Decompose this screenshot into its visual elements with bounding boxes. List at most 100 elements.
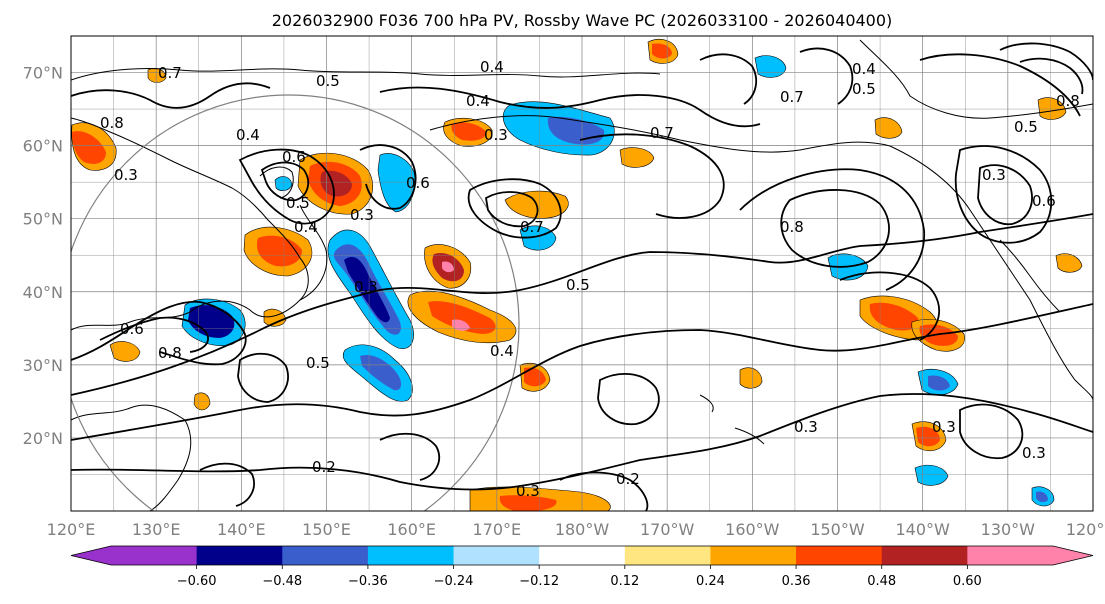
- pv-contour: [959, 403, 1024, 460]
- contour-label: 0.3: [354, 278, 378, 296]
- map-frame: [70, 35, 1094, 512]
- pv-negative-area: [519, 225, 557, 251]
- colorbar-segment: [710, 546, 797, 565]
- contour-label: 0.3: [932, 418, 956, 436]
- longitude-label: 120°W: [1066, 520, 1105, 539]
- pv-negative-area: [754, 55, 787, 78]
- pv-positive-core: [919, 324, 958, 346]
- pv-negative-area: [914, 464, 949, 486]
- pv-contour: [485, 191, 539, 228]
- pv-positive-core: [428, 301, 496, 334]
- pv-positive-area: [1037, 97, 1067, 120]
- coastlines: [71, 39, 1093, 511]
- contour-label: 0.8: [158, 344, 182, 362]
- pv-positive-core: [451, 122, 486, 141]
- pv-positive-area: [619, 147, 655, 168]
- contour-label: 0.6: [1032, 192, 1056, 210]
- coastline: [734, 427, 765, 445]
- pv-negative-core: [360, 354, 402, 391]
- pv-contour: [799, 47, 854, 105]
- pv-contour: [559, 471, 649, 511]
- coastline: [429, 115, 801, 153]
- pv-positive-core: [916, 426, 940, 447]
- pv-contour: [597, 373, 660, 426]
- colorbar-segment: [881, 546, 968, 565]
- pv-contour: [1019, 57, 1084, 95]
- contour-label: 0.5: [306, 354, 330, 372]
- latitude-label: 30°N: [23, 356, 63, 375]
- pv-contour: [977, 164, 1033, 226]
- pv-contour: [199, 462, 255, 507]
- colorbar-extend-low: [71, 546, 111, 565]
- pv-contour: [238, 148, 335, 225]
- pv-positive-area: [739, 367, 763, 389]
- colorbar-segment: [624, 546, 711, 565]
- contour-label: 0.4: [236, 126, 260, 144]
- pv-contour: [954, 145, 1053, 244]
- pv-contour: [739, 168, 925, 291]
- coastline: [71, 67, 661, 81]
- contour-label: 0.3: [484, 126, 508, 144]
- colorbar-segment: [196, 546, 283, 565]
- colorbar: −0.60 −0.48 −0.36 −0.24 −0.12 0.12 0.24 0.36 0.4…: [70, 545, 1094, 589]
- contour-label: 0.6: [406, 174, 430, 192]
- contour-label: 0.2: [616, 470, 640, 488]
- longitude-label: 130°W: [981, 520, 1036, 539]
- coastline: [999, 239, 1061, 313]
- pv-positive-core: [256, 235, 302, 267]
- contour-label: 0.4: [480, 58, 504, 76]
- contour-label: 0.8: [100, 114, 124, 132]
- pv-negative-core: [928, 375, 950, 391]
- colorbar-segment: [111, 546, 198, 565]
- contour-label: 0.3: [516, 482, 540, 500]
- colorbar-tick-label: 0.60: [953, 574, 982, 589]
- contour-label: 0.5: [316, 72, 340, 90]
- pv-contour: [579, 133, 725, 219]
- pv-positive-area: [874, 117, 903, 139]
- pv-positive-area: [109, 341, 141, 362]
- contour-label: 0.3: [794, 418, 818, 436]
- pv-negative-core: [1036, 491, 1048, 503]
- pv-contour: [467, 178, 562, 239]
- latitude-label: 20°N: [23, 429, 63, 448]
- longitude-labels: 120°E 130°E 140°E 150°E 160°E 170°E 180°W 170°W…: [47, 520, 1105, 539]
- pv-contour: [780, 189, 890, 268]
- pv-contour: [99, 316, 209, 353]
- colorbar-tick-label: −0.36: [348, 574, 388, 589]
- colorbar-segment: [367, 546, 455, 565]
- longitude-label: 170°E: [473, 520, 522, 539]
- pv-contour: [379, 432, 441, 481]
- map-title: 2026032900 F036 700 hPa PV, Rossby Wave …: [272, 11, 893, 30]
- pv-contour: [71, 303, 1093, 441]
- pv-contour: [71, 82, 271, 109]
- contour-label: 0.8: [1056, 92, 1080, 110]
- pv-contour: [379, 86, 761, 128]
- longitude-label: 160°E: [387, 520, 436, 539]
- colorbar-tick-label: 0.12: [610, 574, 639, 589]
- colorbar-tick-label: −0.60: [177, 574, 217, 589]
- pv-negative-core: [188, 305, 235, 338]
- pv-negative-area: [274, 176, 293, 191]
- latitude-labels: 70°N 60°N 50°N 40°N 30°N 20°N: [23, 64, 63, 448]
- longitude-label: 160°W: [725, 520, 780, 539]
- longitude-label: 150°W: [810, 520, 865, 539]
- pv-positive-core: [524, 367, 546, 387]
- pv-contour: [699, 53, 758, 105]
- coastline: [859, 39, 1093, 119]
- contour-label: 0.8: [780, 218, 804, 236]
- contour-label: 0.4: [852, 60, 876, 78]
- coastline: [259, 166, 294, 199]
- colorbar-segment: [453, 546, 540, 565]
- contour-label: 0.7: [780, 88, 804, 106]
- coastline: [299, 204, 328, 301]
- colorbar-outline: [70, 545, 1094, 566]
- pv-negative-area: [377, 153, 416, 213]
- contour-label: 0.5: [566, 276, 590, 294]
- colorbar-tick-label: 0.24: [696, 574, 725, 589]
- colorbar-tick-label: −0.48: [262, 574, 302, 589]
- colorbar-extend-high: [1053, 546, 1093, 565]
- latitude-label: 60°N: [23, 137, 63, 156]
- pv-positive-core: [452, 319, 470, 331]
- coastline: [799, 141, 1093, 401]
